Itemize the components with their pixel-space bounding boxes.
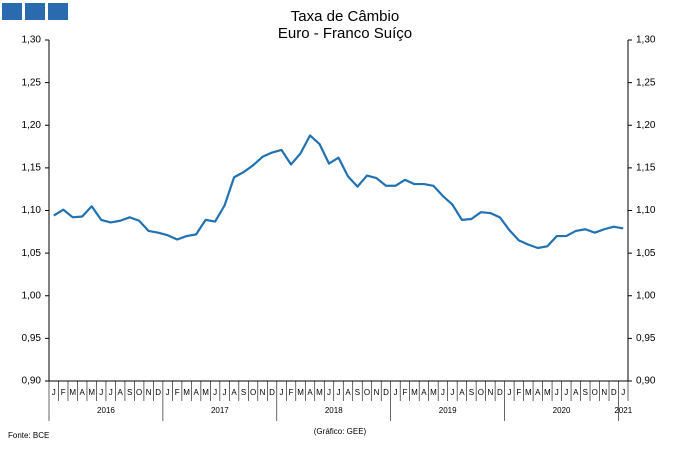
x-tick-label: J xyxy=(507,388,511,397)
x-tick-label: M xyxy=(411,388,418,397)
x-tick-label: J xyxy=(109,388,113,397)
x-tick-label: M xyxy=(297,388,304,397)
y-tick-label: 1,10 xyxy=(22,205,42,216)
x-tick-label: O xyxy=(250,388,256,397)
x-tick-label: S xyxy=(469,388,474,397)
x-tick-label: J xyxy=(621,388,625,397)
year-label: 2016 xyxy=(97,406,115,415)
x-tick-label: F xyxy=(516,388,521,397)
x-tick-label: D xyxy=(383,388,389,397)
x-tick-label: M xyxy=(430,388,437,397)
y-tick-label: 1,20 xyxy=(22,120,42,131)
x-tick-label: N xyxy=(260,388,266,397)
x-tick-label: J xyxy=(555,388,559,397)
x-tick-label: J xyxy=(166,388,170,397)
y-tick-label: 1,05 xyxy=(22,248,42,259)
chart-title: Taxa de Câmbio xyxy=(291,8,399,25)
year-label: 2019 xyxy=(439,406,457,415)
x-tick-label: N xyxy=(146,388,152,397)
x-tick-label: O xyxy=(592,388,598,397)
y2-tick-label: 1,15 xyxy=(636,163,656,174)
x-tick-label: F xyxy=(289,388,294,397)
y-tick-label: 1,25 xyxy=(22,77,42,88)
y-tick-label: 0,90 xyxy=(22,376,42,387)
x-tick-label: O xyxy=(478,388,484,397)
logo-block xyxy=(48,3,68,20)
x-tick-label: J xyxy=(337,388,341,397)
logo-block xyxy=(25,3,45,20)
x-tick-label: J xyxy=(223,388,227,397)
x-tick-label: M xyxy=(316,388,323,397)
x-tick-label: M xyxy=(88,388,95,397)
x-tick-label: A xyxy=(307,388,313,397)
x-tick-label: J xyxy=(52,388,56,397)
x-tick-label: F xyxy=(402,388,407,397)
x-tick-label: M xyxy=(69,388,76,397)
x-tick-label: A xyxy=(193,388,199,397)
y2-tick-label: 1,00 xyxy=(636,290,656,301)
x-tick-label: D xyxy=(611,388,617,397)
x-tick-label: A xyxy=(80,388,86,397)
x-tick-label: N xyxy=(487,388,493,397)
x-tick-label: D xyxy=(269,388,275,397)
x-tick-label: J xyxy=(564,388,568,397)
logo-block xyxy=(2,3,22,20)
x-tick-label: J xyxy=(441,388,445,397)
y-tick-label: 0,95 xyxy=(22,333,42,344)
data-line xyxy=(53,134,624,250)
x-tick-label: M xyxy=(183,388,190,397)
x-tick-label: A xyxy=(231,388,237,397)
y-tick-label: 1,15 xyxy=(22,163,42,174)
x-tick-label: M xyxy=(202,388,209,397)
y-tick-label: 1,30 xyxy=(22,35,42,46)
credit: (Gráfico: GEE) xyxy=(314,427,367,436)
x-tick-label: S xyxy=(583,388,588,397)
x-tick-label: J xyxy=(99,388,103,397)
x-tick-label: S xyxy=(355,388,360,397)
x-tick-label: O xyxy=(364,388,370,397)
y2-tick-label: 1,25 xyxy=(636,77,656,88)
x-tick-label: J xyxy=(280,388,284,397)
x-tick-label: S xyxy=(241,388,246,397)
y2-tick-label: 1,30 xyxy=(636,35,656,46)
source: Fonte: BCE xyxy=(8,431,49,440)
year-label: 2021 xyxy=(614,406,632,415)
year-label: 2017 xyxy=(211,406,229,415)
x-tick-label: A xyxy=(535,388,541,397)
x-tick-label: A xyxy=(345,388,351,397)
x-tick-label: J xyxy=(327,388,331,397)
x-tick-label: D xyxy=(497,388,503,397)
y2-tick-label: 1,05 xyxy=(636,248,656,259)
x-tick-label: A xyxy=(421,388,427,397)
x-tick-label: D xyxy=(155,388,161,397)
x-tick-label: O xyxy=(136,388,142,397)
y-tick-label: 1,00 xyxy=(22,290,42,301)
y2-tick-label: 0,90 xyxy=(636,376,656,387)
x-tick-label: A xyxy=(118,388,124,397)
x-tick-label: J xyxy=(450,388,454,397)
x-tick-label: A xyxy=(573,388,579,397)
x-tick-label: N xyxy=(601,388,607,397)
x-tick-label: J xyxy=(213,388,217,397)
chart-subtitle: Euro - Franco Suíço xyxy=(278,25,412,42)
year-label: 2020 xyxy=(553,406,571,415)
x-tick-label: M xyxy=(544,388,551,397)
x-tick-label: F xyxy=(61,388,66,397)
year-label: 2018 xyxy=(325,406,343,415)
y2-tick-label: 1,10 xyxy=(636,205,656,216)
x-tick-label: N xyxy=(374,388,380,397)
y2-tick-label: 0,95 xyxy=(636,333,656,344)
x-tick-label: J xyxy=(393,388,397,397)
y2-tick-label: 1,20 xyxy=(636,120,656,131)
x-tick-label: M xyxy=(525,388,532,397)
x-tick-label: F xyxy=(175,388,180,397)
x-tick-label: A xyxy=(459,388,465,397)
x-tick-label: S xyxy=(127,388,132,397)
